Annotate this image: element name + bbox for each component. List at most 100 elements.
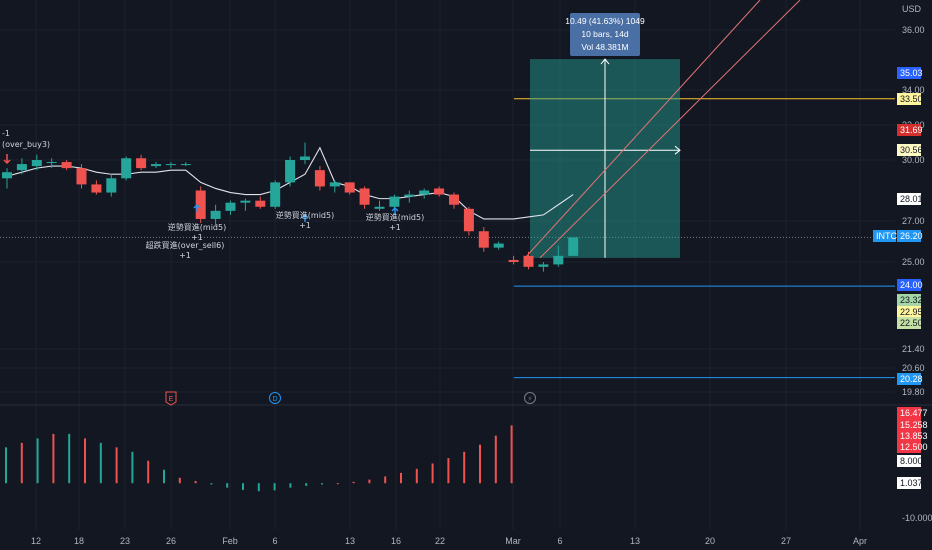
candle-body bbox=[329, 182, 340, 187]
candle-body bbox=[523, 255, 534, 267]
oscillator-badge-value: 16.477 bbox=[900, 408, 928, 418]
trend-line bbox=[539, 0, 801, 259]
price-badge-value: 35.03 bbox=[900, 68, 923, 78]
oscillator-badge bbox=[897, 441, 921, 453]
candle-body bbox=[314, 170, 325, 187]
candle-body bbox=[91, 184, 102, 193]
price-badge bbox=[897, 306, 921, 318]
oscillator-badge bbox=[897, 407, 921, 419]
time-tick-label: 12 bbox=[31, 536, 41, 546]
price-badge bbox=[897, 124, 921, 136]
signal-count: +1 bbox=[179, 251, 191, 260]
time-axis[interactable]: 12 18 23 26 Feb 6 13 16 22 Mar 6 13 20 27 Apr bbox=[31, 536, 867, 546]
candles[interactable] bbox=[2, 142, 579, 272]
price-badge bbox=[897, 373, 921, 385]
candle-body bbox=[389, 196, 400, 207]
candle-body bbox=[344, 182, 355, 193]
measure-tool[interactable]: 10.49 (41.63%) 1049 10 bars, 14d Vol 48.38… bbox=[524, 0, 801, 259]
time-tick-label: 23 bbox=[120, 536, 130, 546]
candle-body bbox=[568, 237, 579, 256]
candle-body bbox=[449, 194, 459, 205]
time-tick-label: Apr bbox=[853, 536, 867, 546]
event-marker-label: ⚡ bbox=[528, 395, 533, 403]
time-tick-label: 13 bbox=[630, 536, 640, 546]
oscillator-bar bbox=[447, 458, 450, 484]
signal-label: 超跌買進(over_sell6) bbox=[146, 240, 225, 250]
time-tick-label: 6 bbox=[557, 536, 562, 546]
oscillator-bar bbox=[415, 468, 418, 484]
oscillator-bar bbox=[68, 433, 71, 484]
oscillator-bar bbox=[147, 460, 150, 484]
candle-body bbox=[434, 188, 445, 195]
event-markers[interactable]: E D ⚡ bbox=[165, 391, 536, 406]
candle-body bbox=[285, 160, 296, 183]
oscillator-badge-value: 15.258 bbox=[900, 420, 928, 430]
candle-body bbox=[463, 208, 474, 232]
oscillator-bar bbox=[84, 438, 86, 484]
price-axis[interactable]: 36.0034.0032.0030.0027.0025.0021.4020.60… bbox=[873, 25, 932, 523]
symbol-tag-label: INTC bbox=[876, 231, 897, 241]
oscillator-badge bbox=[897, 430, 921, 442]
price-tick-label: 30.00 bbox=[902, 155, 925, 165]
measure-info-box bbox=[570, 13, 640, 56]
oscillator-bar bbox=[431, 463, 434, 484]
event-marker-label: E bbox=[169, 396, 174, 403]
oscillator-bar bbox=[226, 483, 229, 488]
time-tick-label: Mar bbox=[505, 536, 521, 546]
oscillator-bar bbox=[305, 483, 308, 486]
price-tick-label: 34.00 bbox=[902, 85, 925, 95]
oscillator-bar bbox=[194, 480, 197, 484]
price-badge bbox=[897, 144, 921, 156]
oscillator-bar bbox=[336, 483, 339, 485]
candle-body bbox=[553, 255, 564, 265]
candle-body bbox=[493, 243, 504, 248]
time-tick-label: 26 bbox=[166, 536, 176, 546]
oscillator-bar bbox=[368, 479, 371, 484]
price-tick-label: 27.00 bbox=[902, 216, 925, 226]
oscillator-bar bbox=[494, 435, 497, 484]
oscillator-bar bbox=[131, 451, 134, 484]
earnings-marker-icon bbox=[165, 391, 177, 406]
sell-signal-count: -1 bbox=[2, 129, 10, 138]
price-badge bbox=[897, 230, 921, 242]
candle-body bbox=[180, 164, 191, 166]
oscillator-bar bbox=[510, 425, 513, 484]
oscillator-bar bbox=[20, 442, 23, 484]
time-tick-label: 20 bbox=[705, 536, 715, 546]
signal-label: 逆勢買進(mid5) bbox=[276, 210, 334, 220]
oscillator-bar bbox=[5, 447, 7, 484]
candle-body bbox=[151, 164, 161, 167]
price-badge-value: 30.56 bbox=[900, 145, 923, 155]
time-tick-label: 27 bbox=[781, 536, 791, 546]
candle-body bbox=[374, 206, 385, 209]
candle-body bbox=[225, 202, 236, 211]
measure-info-line2: 10 bars, 14d bbox=[581, 29, 629, 39]
oscillator-bar bbox=[273, 483, 276, 491]
time-tick-label: 6 bbox=[272, 536, 277, 546]
candle-body bbox=[508, 259, 519, 262]
time-tick-label: 22 bbox=[435, 536, 445, 546]
measure-info-line1: 10.49 (41.63%) 1049 bbox=[565, 16, 645, 26]
oscillator-bar bbox=[384, 476, 387, 484]
price-tick-label: 36.00 bbox=[902, 25, 925, 35]
buy-arrow-icon bbox=[391, 206, 399, 215]
oscillator-bar bbox=[36, 438, 39, 484]
oscillator-bar bbox=[163, 469, 165, 484]
candle-body bbox=[76, 168, 87, 185]
price-badge-value: 26.20 bbox=[900, 231, 923, 241]
candle-body bbox=[195, 190, 206, 219]
oscillator-pane bbox=[5, 425, 513, 492]
price-badge-value: 24.00 bbox=[900, 280, 923, 290]
price-tick-label: 20.60 bbox=[902, 363, 925, 373]
horizontal-lines[interactable] bbox=[0, 98, 895, 379]
symbol-tag bbox=[873, 230, 896, 242]
oscillator-badge bbox=[897, 477, 921, 489]
price-badge bbox=[897, 67, 921, 79]
oscillator-badge-value: 8.000 bbox=[900, 456, 923, 466]
candle-body bbox=[270, 182, 281, 207]
candle-body bbox=[165, 164, 176, 166]
candle-body bbox=[419, 190, 430, 195]
currency-label: USD bbox=[902, 4, 922, 14]
candle-body bbox=[210, 210, 221, 219]
